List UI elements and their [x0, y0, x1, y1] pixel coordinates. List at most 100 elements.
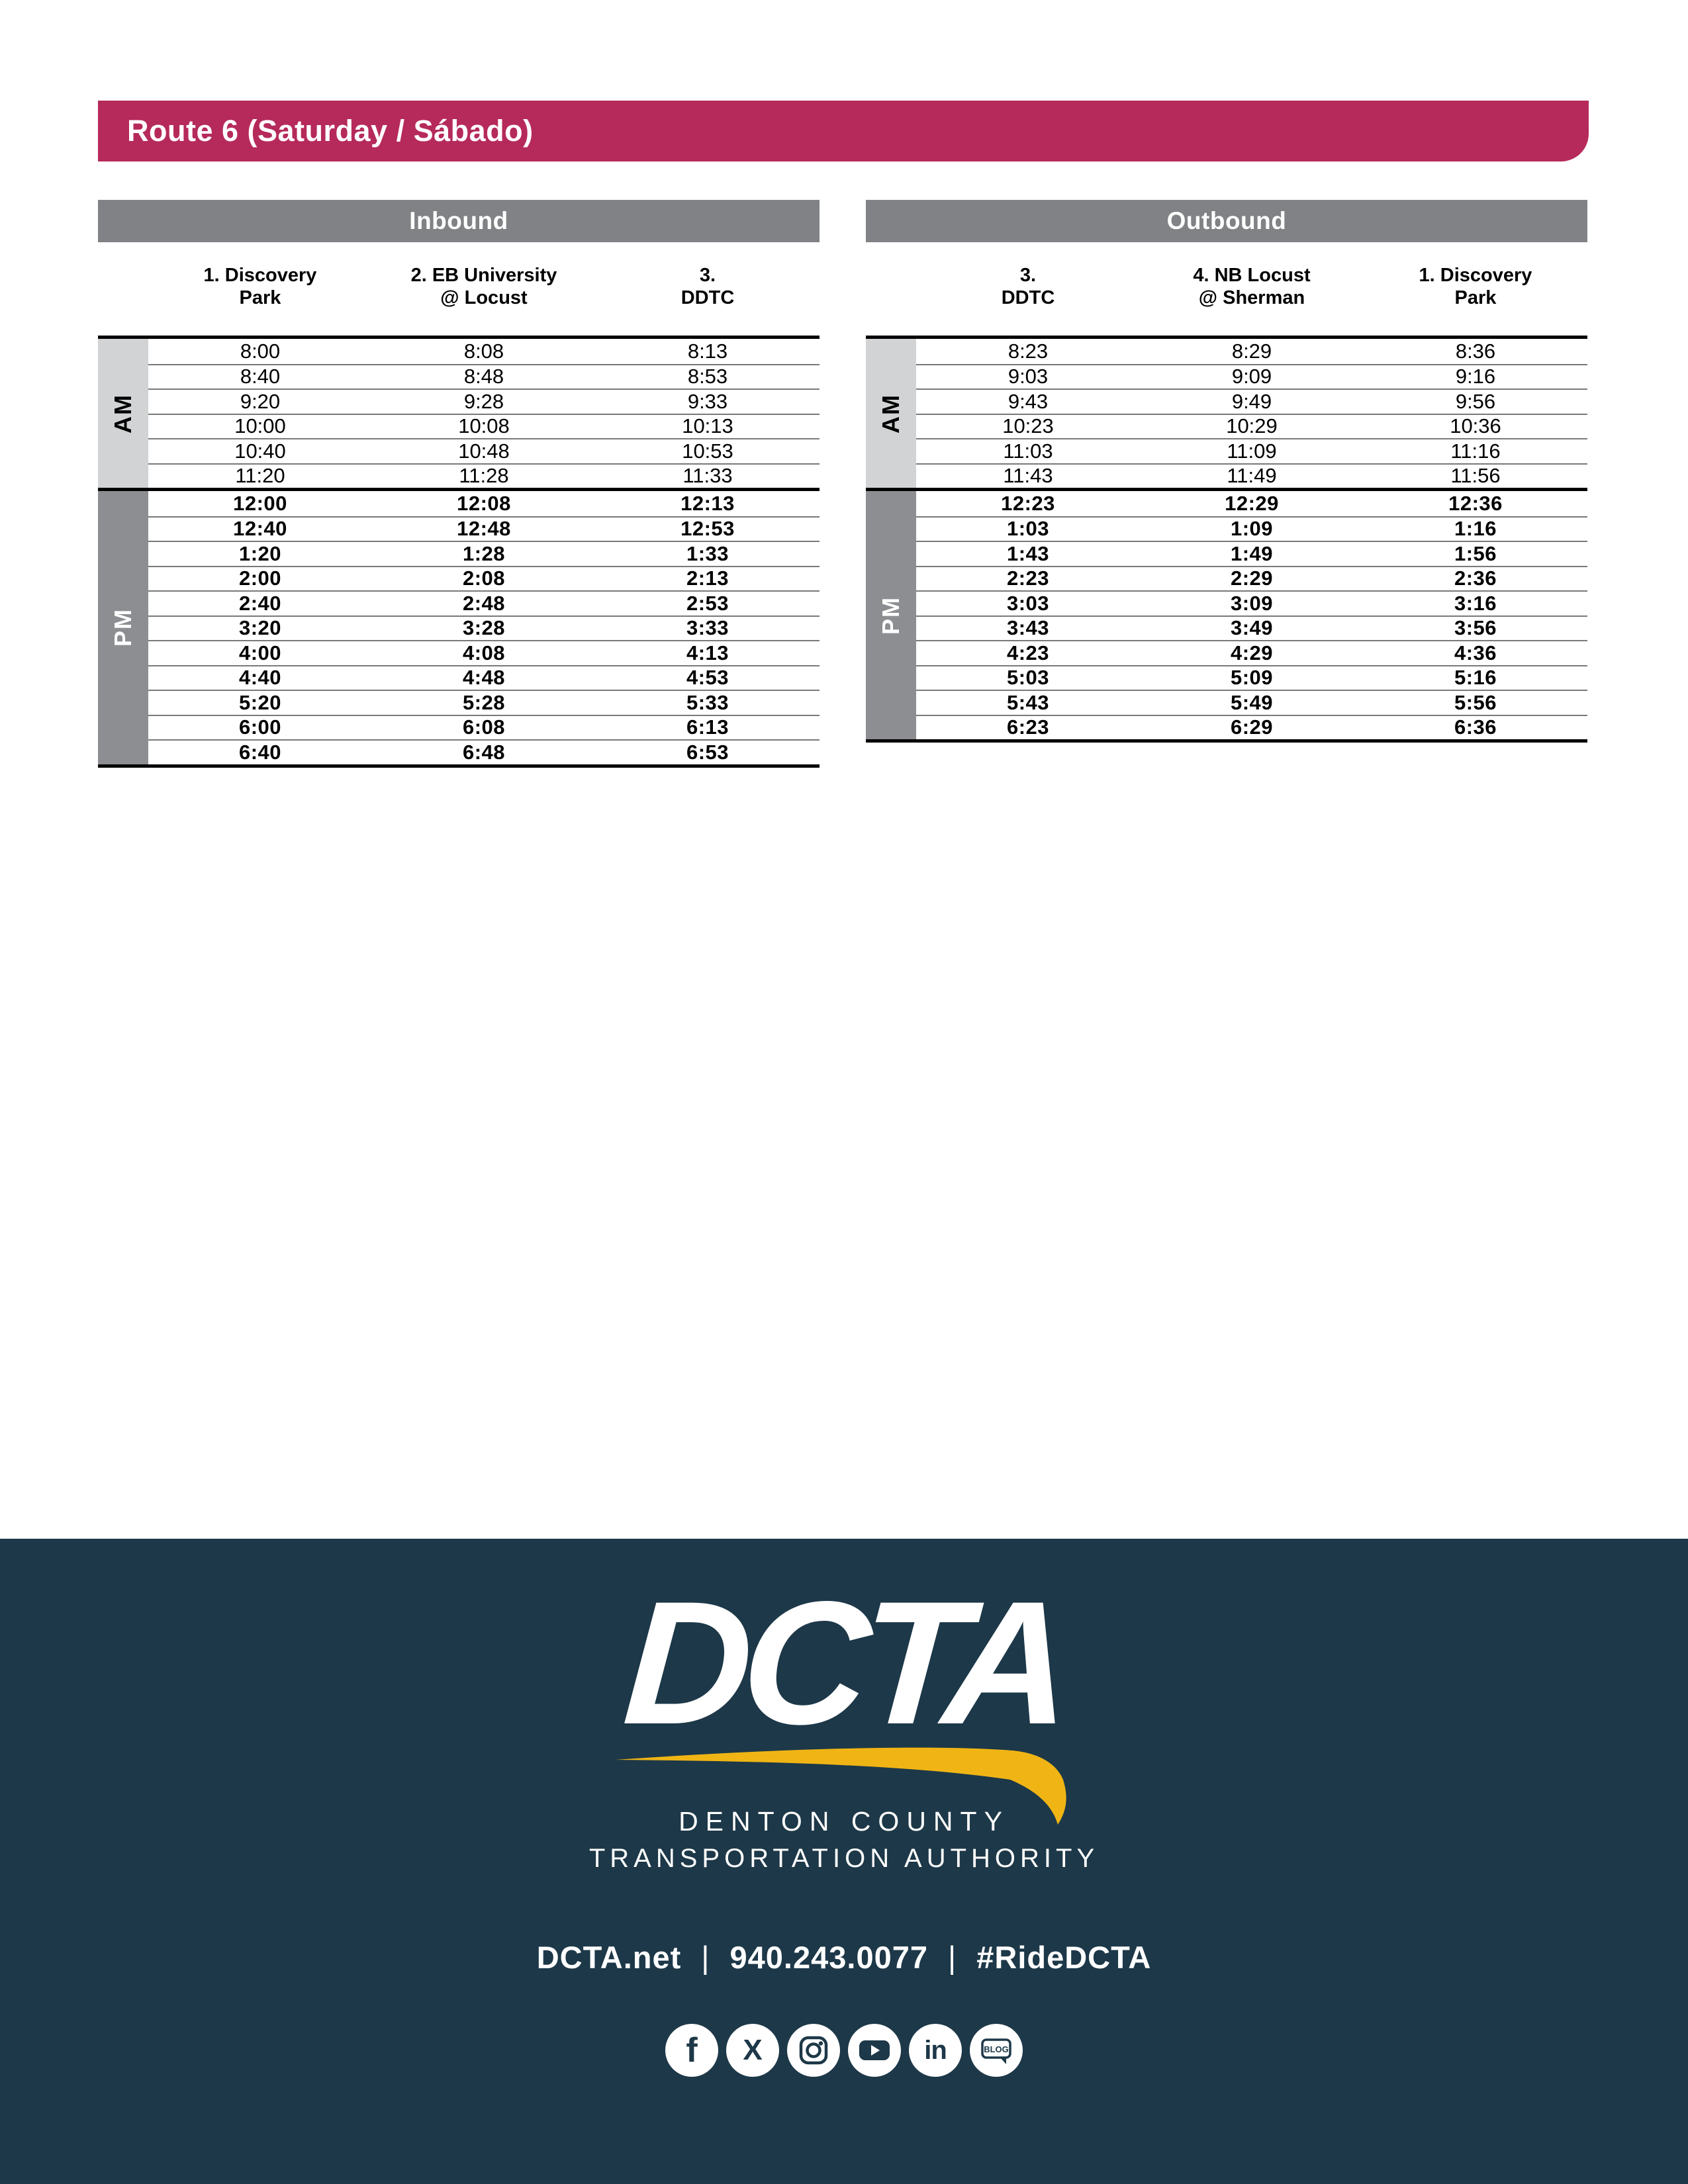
time-cell: 6:36: [1454, 715, 1497, 739]
time-cell: 2:36: [1454, 567, 1497, 590]
time-cell: 9:20: [240, 389, 281, 413]
schedule-row: 3:20 3:28 3:33: [98, 615, 820, 641]
time-cell: 9:43: [1008, 389, 1049, 413]
time-cell: 6:23: [1006, 715, 1050, 739]
time-cell: 8:08: [463, 339, 504, 363]
facebook-icon[interactable]: f: [665, 2024, 718, 2077]
column-header-line: @ Locust: [440, 287, 528, 308]
time-cell: 9:33: [687, 389, 728, 413]
time-cell: 10:13: [682, 414, 733, 438]
dcta-logo: DCTA: [618, 1565, 1070, 1761]
schedule-row: 5:43 5:49 5:56: [866, 690, 1587, 715]
time-cell: 12:36: [1448, 491, 1503, 515]
column-header-line: 3.: [1019, 264, 1037, 286]
time-cell: 12:29: [1225, 491, 1279, 515]
time-cell: 10:40: [234, 439, 286, 463]
time-cell: 4:08: [462, 641, 506, 664]
schedule-grid: AM PM 8:00 8:08 8:13 8:40 8:48 8:53 9:20 9:28 9:…: [98, 336, 820, 768]
time-cell: 12:08: [457, 491, 511, 515]
time-cell: 10:36: [1450, 414, 1501, 438]
column-header: 4. NB Locust @ Sherman: [1140, 264, 1364, 309]
linkedin-icon[interactable]: in: [909, 2024, 962, 2077]
column-header-line: 1. Discovery: [203, 264, 317, 286]
time-cell: 1:33: [686, 541, 729, 565]
youtube-icon[interactable]: [848, 2024, 901, 2077]
column-header: 2. EB University @ Locust: [372, 264, 596, 309]
column-header-line: 3.: [699, 264, 716, 286]
time-cell: 3:49: [1230, 616, 1274, 640]
time-cell: 5:56: [1454, 690, 1497, 714]
time-cell: 4:00: [238, 641, 282, 664]
am-band: AM: [98, 339, 148, 488]
instagram-icon[interactable]: [787, 2024, 840, 2077]
time-cell: 5:28: [462, 690, 506, 714]
schedule-row: 5:03 5:09 5:16: [866, 664, 1587, 690]
time-cell: 2:40: [238, 591, 282, 615]
column-header: 3. DDTC: [916, 264, 1140, 309]
column-header-line: 1. Discovery: [1419, 264, 1532, 286]
time-cell: 10:29: [1226, 414, 1278, 438]
schedule-row: 6:23 6:29 6:36: [866, 714, 1587, 740]
time-cell: 5:49: [1230, 690, 1274, 714]
pm-band: PM: [866, 491, 916, 739]
schedule-row: 11:43 11:49 11:56: [866, 463, 1587, 488]
time-cell: 2:48: [462, 591, 506, 615]
schedule-row: 9:43 9:49 9:56: [866, 388, 1587, 414]
time-cell: 4:29: [1230, 641, 1274, 664]
time-cell: 12:23: [1001, 491, 1055, 515]
time-cell: 5:03: [1006, 666, 1050, 690]
time-cell: 8:40: [240, 365, 281, 388]
pm-section: 12:23 12:29 12:36 1:03 1:09 1:16 1:43 1:49 1:56 2…: [866, 488, 1587, 739]
time-cell: 12:48: [457, 517, 511, 541]
schedule-row: 10:23 10:29 10:36: [866, 413, 1587, 439]
time-cell: 4:48: [462, 666, 506, 690]
blog-icon[interactable]: BLOG: [970, 2024, 1023, 2077]
time-cell: 4:23: [1006, 641, 1050, 664]
column-header: 1. Discovery Park: [148, 264, 372, 309]
schedule-row: 6:40 6:48 6:53: [98, 739, 820, 764]
schedule-row: 4:40 4:48 4:53: [98, 664, 820, 690]
time-cell: 2:13: [686, 567, 729, 590]
time-cell: 10:00: [234, 414, 286, 438]
hashtag: #RideDCTA: [976, 1940, 1152, 1975]
time-cell: 8:48: [463, 365, 504, 388]
contact-separator: |: [948, 1940, 957, 1975]
time-cell: 6:13: [686, 715, 729, 739]
time-cell: 3:28: [462, 616, 506, 640]
time-cell: 5:33: [686, 690, 729, 714]
org-name-line1: DENTON COUNTY: [679, 1806, 1009, 1837]
schedule-row: 1:20 1:28 1:33: [98, 541, 820, 566]
time-cell: 12:00: [233, 491, 287, 515]
time-cell: 10:23: [1002, 414, 1054, 438]
column-header-line: @ Sherman: [1198, 287, 1305, 308]
schedule-row: 5:20 5:28 5:33: [98, 690, 820, 715]
time-cell: 11:43: [1003, 464, 1053, 488]
inbound-table: Inbound 1. Discovery Park 2. EB University…: [98, 200, 820, 768]
time-cell: 12:40: [233, 517, 287, 541]
time-cell: 9:49: [1231, 389, 1272, 413]
schedule-row: 1:43 1:49 1:56: [866, 541, 1587, 566]
time-cell: 1:16: [1454, 517, 1497, 541]
logo-swoosh-icon: [616, 1747, 1066, 1825]
time-cell: 11:09: [1227, 439, 1277, 463]
schedule-row: 3:03 3:09 3:16: [866, 590, 1587, 615]
time-cell: 2:29: [1230, 567, 1274, 590]
time-cell: 3:56: [1454, 616, 1497, 640]
time-cell: 8:23: [1008, 339, 1049, 363]
org-name-line2: TRANSPORTATION AUTHORITY: [588, 1844, 1100, 1873]
x-icon[interactable]: X: [726, 2024, 779, 2077]
contact-line: DCTA.net | 940.243.0077 | #RideDCTA: [0, 1939, 1688, 1976]
time-cell: 6:40: [238, 740, 282, 764]
time-cell: 4:13: [686, 641, 729, 664]
column-header-line: DDTC: [1001, 287, 1055, 308]
column-header-line: 4. NB Locust: [1193, 264, 1311, 286]
schedule-row: 9:03 9:09 9:16: [866, 363, 1587, 389]
am-label: AM: [109, 393, 136, 433]
am-label: AM: [877, 393, 904, 433]
time-cell: 9:16: [1455, 365, 1496, 388]
am-band: AM: [866, 339, 916, 488]
schedule-grid: AM PM 8:23 8:29 8:36 9:03 9:09 9:16 9:43 9:49 9:…: [866, 336, 1587, 743]
column-headers: 3. DDTC 4. NB Locust @ Sherman 1. Discovery P…: [866, 242, 1587, 336]
time-cell: 8:53: [687, 365, 728, 388]
